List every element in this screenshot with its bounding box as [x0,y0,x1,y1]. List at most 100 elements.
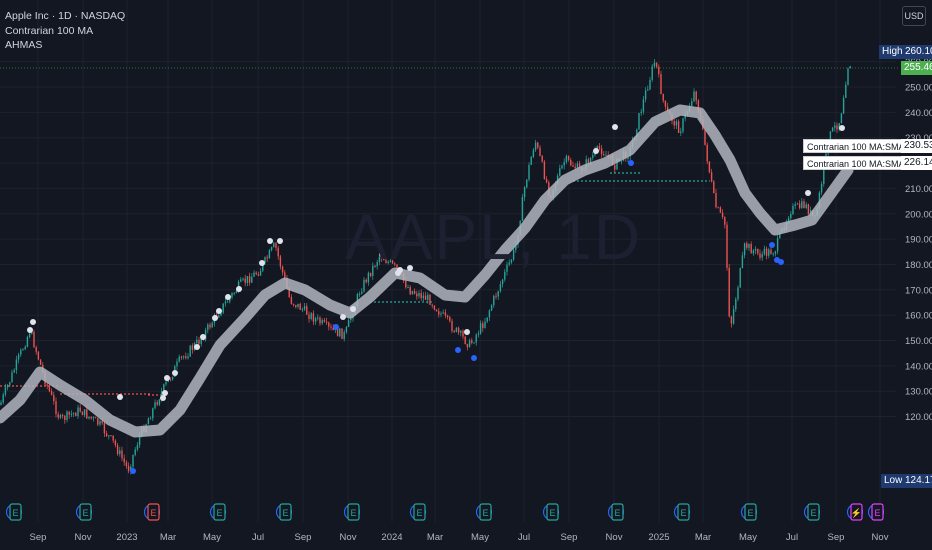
candle-body [473,342,475,344]
candle-body [77,407,79,417]
candle-body [504,271,506,280]
candle-body [409,287,411,295]
earnings-event-icon[interactable]: E [409,503,427,521]
indicator-ahmas[interactable]: AHMAS [5,39,43,51]
candle-body [336,328,339,337]
candle-body [561,165,563,169]
candle-body [240,279,242,282]
candle-body [251,276,253,283]
candle-body [314,318,317,322]
candle-body [165,382,167,385]
candle-body [620,160,623,162]
earnings-event-icon[interactable]: E [673,503,691,521]
candle-body [185,356,187,359]
candle-body [270,247,273,251]
time-tick-label: Mar [160,532,176,543]
sell-signal-dot [464,329,470,335]
candle-body [171,376,174,380]
candle-body [420,293,422,299]
earnings-event-icon[interactable]: E [542,503,560,521]
earnings-event-icon[interactable]: E [475,503,493,521]
candle-body [191,345,194,350]
ma-band [0,104,854,438]
candle-body [88,416,90,419]
earnings-event-icon[interactable]: E [209,503,227,521]
candle-body [565,156,568,163]
candle-body [134,449,136,455]
candle-body [693,91,695,102]
candle-body [651,66,653,80]
candle-body [330,326,332,328]
candle-body [772,253,774,255]
candle-body [4,387,7,395]
currency-button[interactable]: USD [902,6,926,26]
indicator-contrarian-ma[interactable]: Contrarian 100 MA [5,24,94,37]
candle-body [563,162,565,166]
candle-body [367,272,370,283]
earnings-event-icon[interactable]: E [275,503,293,521]
candle-body [449,317,451,321]
candle-body [323,320,326,322]
earnings-event-icon[interactable]: E [607,503,625,521]
axis-ticks: 260.00250.00240.00230.00220.00210.00200.… [30,57,932,543]
candle-body [429,294,431,305]
candle-body [849,66,851,69]
price-tick-label: 250.00 [905,83,932,94]
candle-body [378,256,381,262]
candle-body [466,343,469,348]
candle-body [325,321,328,323]
earnings-event-icon[interactable]: E [343,503,361,521]
candle-body [365,279,367,283]
candle-body [374,265,376,267]
candle-body [310,313,312,319]
earnings-event-icon[interactable]: E [143,503,161,521]
candle-body [809,209,812,215]
time-tick-label: 2024 [381,532,402,543]
candle-body [440,313,442,315]
candle-body [526,179,528,188]
candle-body [587,159,590,164]
candle-body [246,276,249,283]
candle-body [61,415,64,417]
candle-body [68,411,70,415]
time-tick-label: Nov [606,532,623,543]
svg-text:E: E [216,508,222,518]
earnings-event-icon[interactable]: E [740,503,758,521]
candle-body [321,320,323,324]
earnings-event-icon[interactable]: ⚡ [846,503,864,521]
earnings-event-icon[interactable]: E [5,503,23,521]
candle-body [156,402,158,405]
earnings-event-icon[interactable]: E [75,503,93,521]
candle-body [682,118,684,132]
candle-body [273,243,275,248]
candle-body [501,279,504,285]
sell-signal-dot [30,319,36,325]
candle-body [387,261,389,264]
candle-body [13,370,15,373]
low-label-tag: Low [881,474,906,488]
candle-body [570,159,572,166]
candle-body [807,204,810,215]
candle-body [774,251,777,254]
earnings-event-icon[interactable]: E [867,503,885,521]
svg-text:E: E [482,508,488,518]
earnings-event-icons: E E E E E E E E E E E E E ⚡ E [5,503,885,521]
svg-text:E: E [82,508,88,518]
earnings-event-icon[interactable]: E [803,503,821,521]
candle-body [735,299,737,310]
candle-body [207,324,209,330]
candle-body [737,287,739,300]
symbol-title[interactable]: Apple Inc · 1D · NASDAQ [5,10,126,22]
svg-text:⚡: ⚡ [851,507,862,519]
svg-text:E: E [549,508,555,518]
candle-body [530,156,532,165]
svg-text:E: E [12,508,18,518]
time-tick-label: Mar [695,532,711,543]
candle-body [299,303,301,310]
sell-signal-dot [267,238,273,244]
candle-body [499,284,502,292]
svg-text:E: E [614,508,620,518]
candle-body [427,294,429,300]
candle-body [350,318,352,321]
